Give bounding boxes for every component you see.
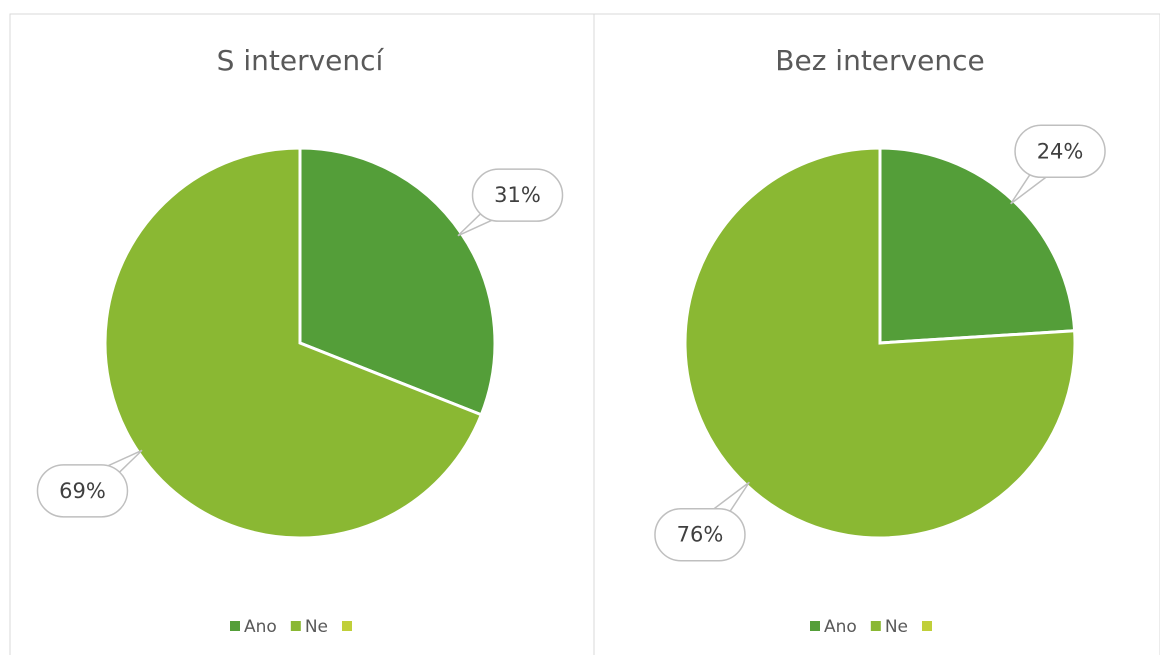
legend-swatch [810, 621, 820, 631]
chart-title: Bez intervence [775, 44, 984, 77]
data-label: 31% [494, 183, 541, 207]
callout-bubble [654, 507, 746, 562]
legend-swatch [342, 621, 352, 631]
legend-label: Ano [244, 617, 277, 637]
chart-title: S intervencí [217, 44, 385, 77]
panel-border [593, 13, 1160, 655]
data-label: 69% [59, 479, 106, 503]
data-label: 24% [1037, 139, 1084, 163]
callout-bubble [1014, 124, 1106, 179]
data-label: 76% [677, 523, 724, 547]
callout-bubble [36, 464, 129, 518]
legend-label: Ano [824, 617, 857, 637]
legend-swatch [870, 621, 881, 631]
legend-label: Ne [305, 617, 328, 637]
legend-label: Ne [885, 617, 908, 637]
callout-bubble [471, 168, 564, 222]
legend-swatch [290, 621, 301, 631]
legend-swatch [922, 621, 932, 631]
legend-swatch [230, 621, 240, 631]
